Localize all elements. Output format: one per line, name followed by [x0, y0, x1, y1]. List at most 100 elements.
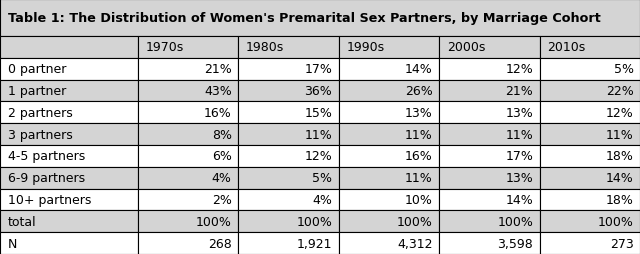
Bar [540, 189, 640, 211]
Text: 268: 268 [208, 237, 232, 250]
Bar [238, 58, 339, 80]
Text: 8%: 8% [212, 128, 232, 141]
Text: 16%: 16% [204, 106, 232, 119]
Bar [339, 232, 439, 254]
Bar [439, 37, 540, 58]
Bar [138, 58, 238, 80]
Bar [138, 37, 238, 58]
Bar [540, 102, 640, 124]
Text: 13%: 13% [405, 106, 433, 119]
Bar [138, 145, 238, 167]
Bar [238, 232, 339, 254]
Text: 14%: 14% [405, 63, 433, 76]
Bar [238, 167, 339, 189]
Text: 1990s: 1990s [346, 41, 385, 54]
Text: 1980s: 1980s [246, 41, 284, 54]
Text: 100%: 100% [296, 215, 332, 228]
Text: 22%: 22% [606, 85, 634, 98]
Text: 273: 273 [610, 237, 634, 250]
Text: total: total [8, 215, 36, 228]
Bar [339, 124, 439, 145]
Bar [439, 58, 540, 80]
Bar [0, 167, 138, 189]
Text: 18%: 18% [605, 193, 634, 206]
Bar [138, 102, 238, 124]
Text: 36%: 36% [305, 85, 332, 98]
Text: 18%: 18% [605, 150, 634, 163]
Text: N: N [8, 237, 17, 250]
Text: 5%: 5% [614, 63, 634, 76]
Text: 16%: 16% [405, 150, 433, 163]
Bar [0, 37, 138, 58]
Bar [0, 232, 138, 254]
Bar [138, 211, 238, 232]
Text: 1,921: 1,921 [297, 237, 332, 250]
Bar [439, 124, 540, 145]
Text: 12%: 12% [606, 106, 634, 119]
Bar [0, 145, 138, 167]
Text: 11%: 11% [305, 128, 332, 141]
Bar [339, 211, 439, 232]
Bar [540, 145, 640, 167]
Text: 2 partners: 2 partners [8, 106, 72, 119]
Bar [439, 189, 540, 211]
Bar [540, 167, 640, 189]
Text: 21%: 21% [204, 63, 232, 76]
Bar [339, 37, 439, 58]
Text: 12%: 12% [305, 150, 332, 163]
Bar [0, 211, 138, 232]
Text: 4-5 partners: 4-5 partners [8, 150, 85, 163]
Text: 11%: 11% [506, 128, 533, 141]
Text: 6%: 6% [212, 150, 232, 163]
Bar [439, 167, 540, 189]
Text: 10%: 10% [404, 193, 433, 206]
Text: 11%: 11% [606, 128, 634, 141]
Bar [238, 80, 339, 102]
Bar [238, 37, 339, 58]
Bar [0, 124, 138, 145]
Text: 43%: 43% [204, 85, 232, 98]
Text: 1970s: 1970s [145, 41, 184, 54]
Text: 4,312: 4,312 [397, 237, 433, 250]
Text: 14%: 14% [506, 193, 533, 206]
Text: 100%: 100% [598, 215, 634, 228]
Text: 5%: 5% [312, 171, 332, 184]
Bar [138, 80, 238, 102]
Text: 2000s: 2000s [447, 41, 485, 54]
Bar [238, 145, 339, 167]
Text: 100%: 100% [196, 215, 232, 228]
Text: 17%: 17% [304, 63, 332, 76]
Text: 4%: 4% [212, 171, 232, 184]
Bar [540, 80, 640, 102]
Text: 3 partners: 3 partners [8, 128, 72, 141]
Bar [0, 102, 138, 124]
Bar [439, 102, 540, 124]
Text: 11%: 11% [405, 171, 433, 184]
Text: 3,598: 3,598 [497, 237, 533, 250]
Bar [339, 145, 439, 167]
Text: 21%: 21% [506, 85, 533, 98]
Bar [540, 58, 640, 80]
Text: 12%: 12% [506, 63, 533, 76]
Bar [439, 232, 540, 254]
Text: Table 1: The Distribution of Women's Premarital Sex Partners, by Marriage Cohort: Table 1: The Distribution of Women's Pre… [8, 12, 600, 25]
Text: 100%: 100% [497, 215, 533, 228]
Text: 11%: 11% [405, 128, 433, 141]
Bar [339, 189, 439, 211]
Text: 4%: 4% [312, 193, 332, 206]
Bar [0, 0, 640, 37]
Bar [339, 58, 439, 80]
Text: 1 partner: 1 partner [8, 85, 66, 98]
Text: 13%: 13% [506, 171, 533, 184]
Text: 14%: 14% [606, 171, 634, 184]
Text: 100%: 100% [397, 215, 433, 228]
Bar [138, 124, 238, 145]
Text: 6-9 partners: 6-9 partners [8, 171, 85, 184]
Text: 15%: 15% [304, 106, 332, 119]
Text: 26%: 26% [405, 85, 433, 98]
Text: 17%: 17% [505, 150, 533, 163]
Bar [238, 189, 339, 211]
Bar [339, 167, 439, 189]
Bar [0, 189, 138, 211]
Text: 10+ partners: 10+ partners [8, 193, 91, 206]
